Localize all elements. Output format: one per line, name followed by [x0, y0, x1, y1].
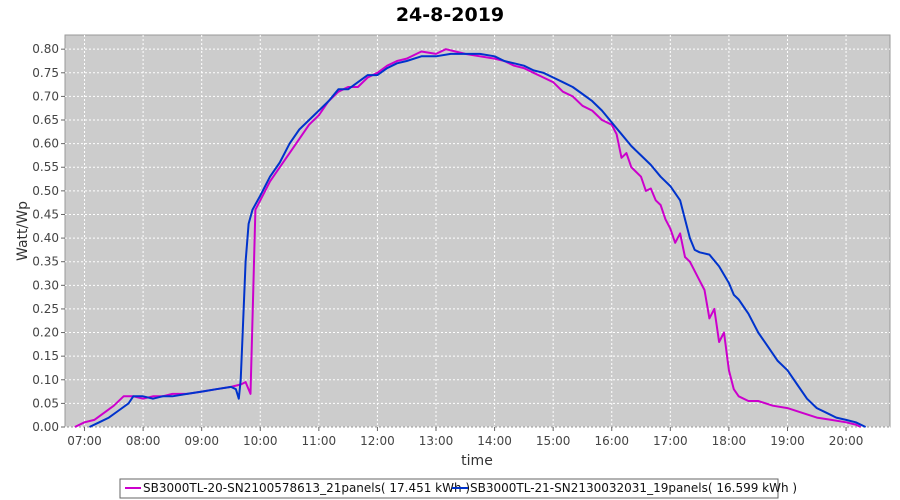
y-tick-label: 0.20: [32, 326, 59, 340]
legend-label-series-1: SB3000TL-20-SN2100578613_21panels( 17.45…: [143, 481, 470, 495]
y-tick-label: 0.10: [32, 373, 59, 387]
series-line-2: [88, 52, 867, 428]
x-tick-label: 13:00: [419, 434, 454, 448]
y-tick-label: 0.55: [32, 160, 59, 174]
y-tick-label: 0.45: [32, 207, 59, 221]
x-tick-label: 09:00: [184, 434, 219, 448]
y-tick-label: 0.50: [32, 184, 59, 198]
series-layer: [74, 48, 867, 428]
x-axis-label: time: [461, 453, 493, 469]
y-tick-label: 0.80: [32, 42, 59, 56]
y-tick-label: 0.30: [32, 278, 59, 292]
x-tick-label: 18:00: [712, 434, 747, 448]
x-tick-label: 12:00: [360, 434, 395, 448]
x-tick-label: 19:00: [770, 434, 805, 448]
y-tick-label: 0.05: [32, 396, 59, 410]
x-axis: 07:00 08:00 09:00 10:00 11:00 12:00 13:00 14:00…: [67, 427, 863, 448]
x-tick-label: 10:00: [243, 434, 278, 448]
x-tick-label: 20:00: [829, 434, 864, 448]
x-tick-label: 07:00: [67, 434, 102, 448]
y-axis-label: Watt/Wp: [15, 201, 31, 261]
y-tick-label: 0.25: [32, 302, 59, 316]
legend-box: [119, 478, 779, 499]
y-tick-label: 0.75: [32, 66, 59, 80]
series-line-1: [74, 48, 862, 428]
y-tick-label: 0.40: [32, 231, 59, 245]
x-tick-label: 08:00: [126, 434, 161, 448]
x-tick-label: 15:00: [536, 434, 571, 448]
y-axis: 0.00 0.05 0.10 0.15 0.20 0.25 0.30 0.35 0.40 0.45…: [32, 42, 65, 434]
x-tick-label: 11:00: [302, 434, 337, 448]
plot-area: [64, 34, 891, 428]
y-tick-label: 0.15: [32, 349, 59, 363]
legend-label-series-2: SB3000TL-21-SN2130032031_19panels( 16.59…: [470, 481, 797, 495]
legend: SB3000TL-20-SN2100578613_21panels( 17.45…: [119, 478, 797, 499]
y-tick-label: 0.60: [32, 137, 59, 151]
y-tick-label: 0.65: [32, 113, 59, 127]
x-tick-label: 14:00: [477, 434, 512, 448]
grid-layer: [65, 35, 890, 428]
y-tick-label: 0.70: [32, 89, 59, 103]
y-tick-label: 0.35: [32, 255, 59, 269]
x-tick-label: 17:00: [653, 434, 688, 448]
x-tick-label: 16:00: [594, 434, 629, 448]
chart-title: 24-8-2019: [396, 4, 504, 26]
y-tick-label: 0.00: [32, 420, 59, 434]
